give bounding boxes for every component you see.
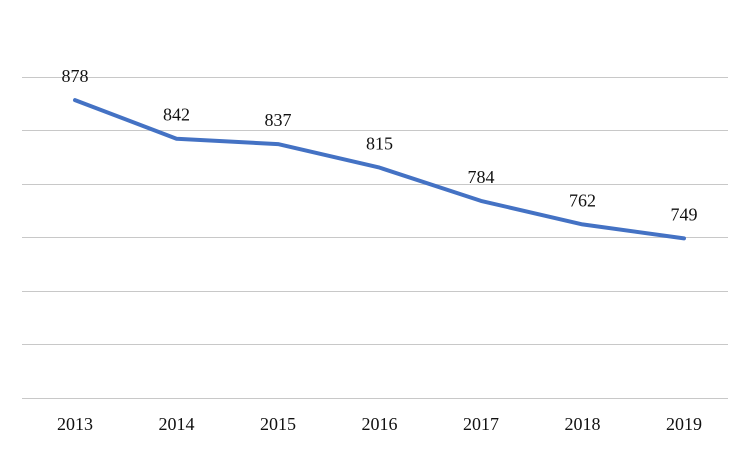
data-label: 837 [265, 110, 292, 130]
x-tick-label: 2017 [463, 414, 499, 434]
x-tick-label: 2018 [565, 414, 601, 434]
x-tick-label: 2013 [57, 414, 93, 434]
x-tick-label: 2016 [362, 414, 398, 434]
data-label-layer: 878 842 837 815 784 762 749 [62, 66, 698, 224]
x-tick-label: 2015 [260, 414, 296, 434]
data-label: 842 [163, 105, 190, 125]
series-line-0 [73, 98, 686, 241]
grid-layer [22, 77, 728, 399]
data-label: 749 [671, 204, 698, 224]
data-label: 762 [569, 190, 596, 210]
data-label: 815 [366, 134, 393, 154]
line-layer [73, 98, 686, 241]
data-label: 878 [62, 66, 89, 86]
x-tick-label: 2014 [159, 414, 195, 434]
x-axis-labels: 2013 2014 2015 2016 2017 2018 2019 [57, 414, 702, 434]
x-tick-label: 2019 [666, 414, 702, 434]
data-label: 784 [468, 167, 495, 187]
